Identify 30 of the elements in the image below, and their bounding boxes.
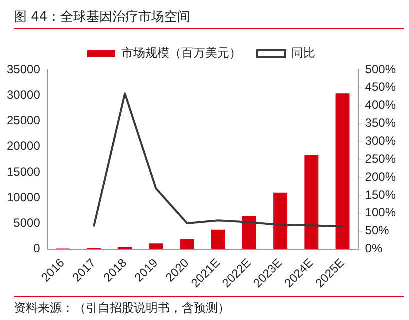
y-tick-label: 25000 <box>6 114 41 128</box>
chart-title: 图 44：全球基因治疗市场空间 <box>14 10 404 29</box>
bar <box>336 94 350 250</box>
y2-tick-label: 400% <box>365 98 396 112</box>
text: 资料来源：（引自招股说明书，含预测） <box>14 296 404 316</box>
y2-tick-label: 250% <box>365 152 396 166</box>
y-tick-label: 15000 <box>6 164 41 179</box>
bar <box>274 192 288 250</box>
y-tick-label: 35000 <box>6 62 41 76</box>
y-tick-label: 20000 <box>6 139 41 154</box>
y2-tick-label: 150% <box>365 188 396 202</box>
y2-tick-label: 300% <box>365 134 396 148</box>
y-tick-label: 0 <box>34 242 41 256</box>
y-tick-label: 10000 <box>6 190 41 204</box>
y2-tick-label: 100% <box>365 206 396 220</box>
y-tick-label: 30000 <box>6 88 41 102</box>
bar <box>242 216 256 250</box>
y2-tick-label: 450% <box>365 80 396 94</box>
y2-tick-label: 500% <box>365 62 396 76</box>
y-tick-label: 5000 <box>14 216 41 230</box>
bar <box>304 155 319 250</box>
legend-label: 同比 <box>292 46 316 60</box>
bar <box>149 244 164 250</box>
y2-tick-label: 200% <box>365 170 396 184</box>
y2-tick-label: 350% <box>365 116 396 130</box>
bar <box>180 239 194 250</box>
legend-label: 市场规模（百万美元） <box>122 46 242 60</box>
bar <box>211 230 226 250</box>
y2-tick-label: 50% <box>365 224 390 238</box>
y2-tick-label: 0% <box>365 242 383 256</box>
